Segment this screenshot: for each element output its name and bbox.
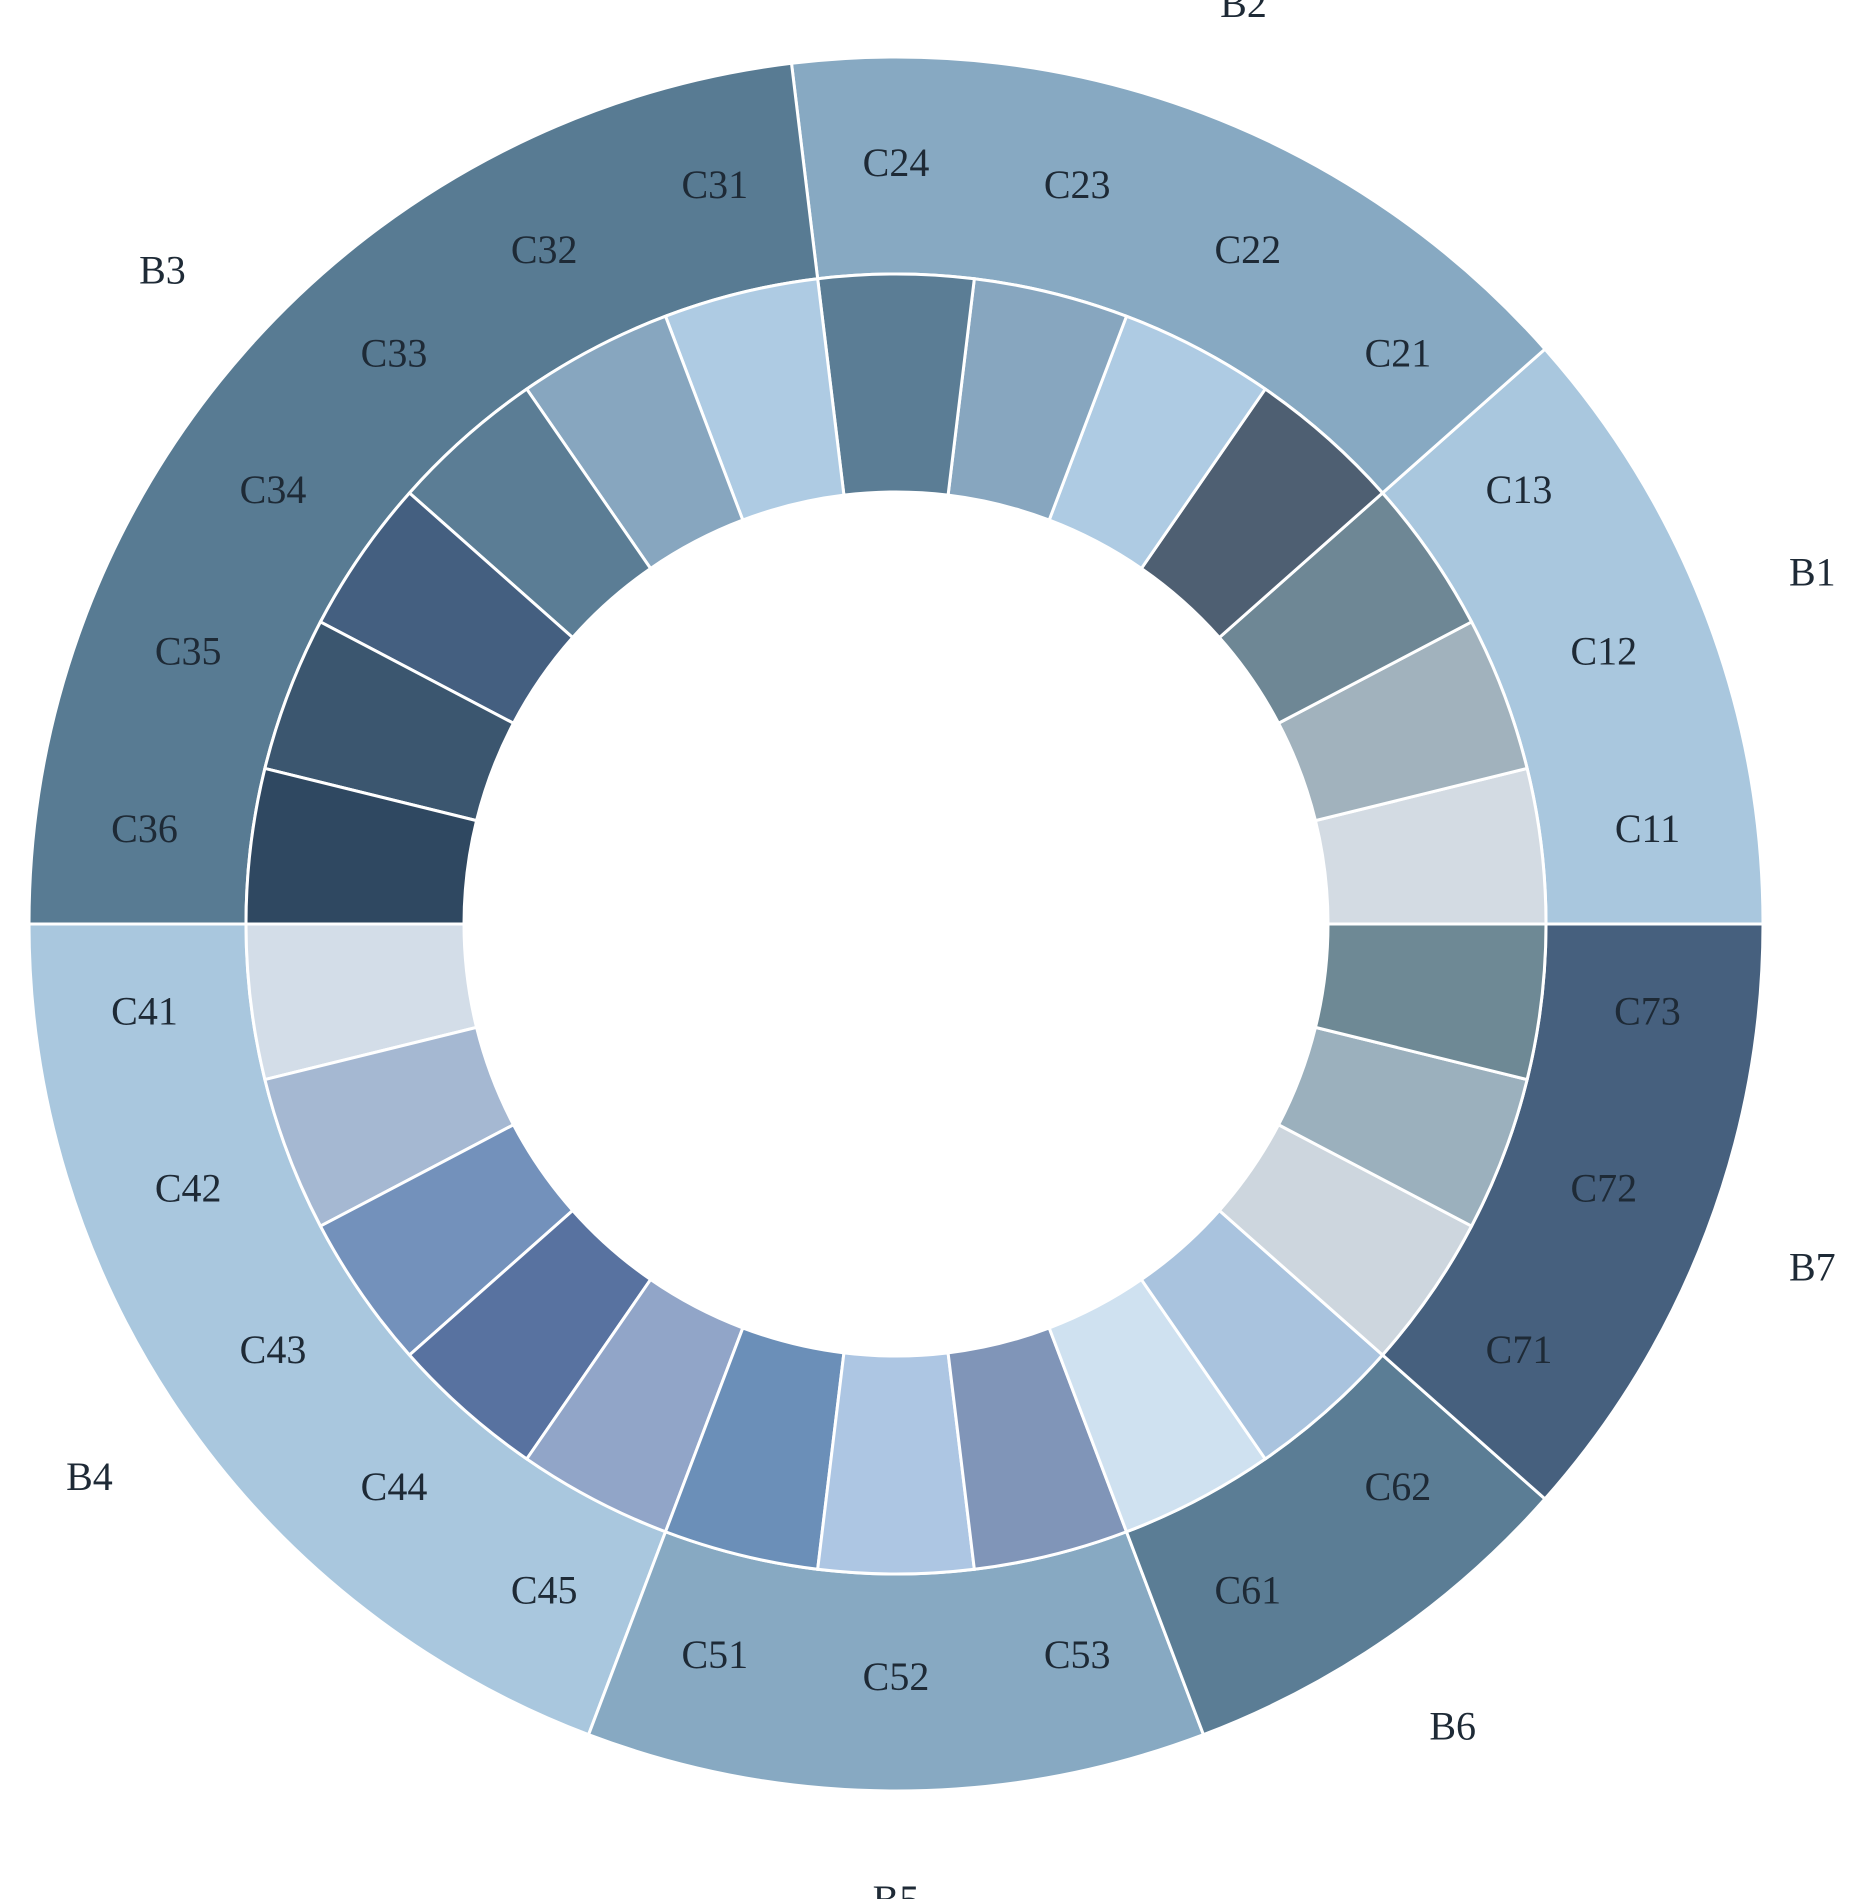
group-label: B1 xyxy=(1789,550,1836,595)
group-label: B4 xyxy=(66,1454,113,1499)
child-label: C73 xyxy=(1614,988,1681,1033)
child-label: C41 xyxy=(111,988,178,1033)
group-label: B6 xyxy=(1429,1704,1476,1749)
child-label: C32 xyxy=(511,227,578,272)
child-label: C62 xyxy=(1365,1464,1432,1509)
inner-segment xyxy=(1313,922,1548,1082)
child-label: C43 xyxy=(240,1327,307,1372)
child-label: C35 xyxy=(155,629,222,674)
child-label: C61 xyxy=(1214,1567,1281,1612)
child-label: C36 xyxy=(111,806,178,851)
child-label: C51 xyxy=(681,1632,748,1677)
child-label: C71 xyxy=(1486,1327,1553,1372)
child-label: C72 xyxy=(1570,1166,1637,1211)
child-label: C12 xyxy=(1570,629,1637,674)
child-label: C31 xyxy=(681,162,748,207)
child-label: C53 xyxy=(1044,1632,1111,1677)
group-label: B5 xyxy=(873,1877,920,1899)
child-label: C13 xyxy=(1486,467,1553,512)
child-label: C22 xyxy=(1214,227,1281,272)
child-label: C34 xyxy=(240,467,307,512)
child-label: C11 xyxy=(1615,806,1680,851)
child-label: C45 xyxy=(511,1567,578,1612)
group-label: B2 xyxy=(1220,0,1267,26)
child-label: C23 xyxy=(1044,162,1111,207)
child-label: C21 xyxy=(1365,331,1432,376)
child-label: C24 xyxy=(863,140,930,185)
group-label: B3 xyxy=(139,247,186,292)
child-label: C33 xyxy=(361,331,428,376)
child-label: C52 xyxy=(863,1654,930,1699)
child-label: C44 xyxy=(361,1464,428,1509)
group-label: B7 xyxy=(1789,1245,1836,1290)
child-label: C42 xyxy=(155,1166,222,1211)
